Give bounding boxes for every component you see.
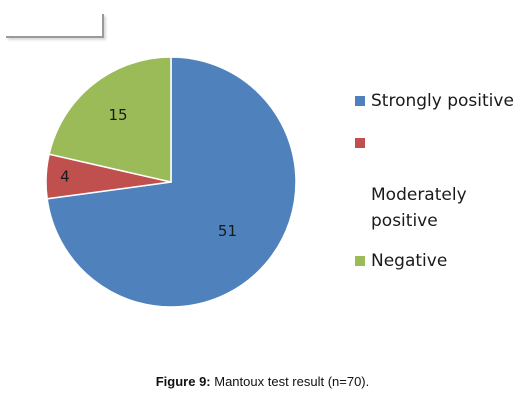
figure-caption-label: Figure 9:	[155, 374, 211, 389]
legend-swatch-strongly-positive	[355, 96, 365, 106]
legend-label-strongly-positive: Strongly positive	[371, 91, 514, 111]
pie-slice-negative	[48, 56, 172, 183]
figure-caption-text: Mantoux test result (n=70).	[210, 374, 370, 389]
chart-frame-corner	[6, 14, 104, 38]
legend-label-negative: Negative	[371, 251, 448, 271]
data-label-negative: 15	[108, 106, 127, 124]
data-label-moderately-positive: 4	[60, 168, 70, 186]
legend-item-strongly-positive: Strongly positive	[355, 88, 520, 114]
data-label-strongly-positive: 51	[218, 222, 237, 240]
figure-caption: Figure 9: Mantoux test result (n=70).	[0, 374, 525, 389]
legend-label-moderately-positive: Moderately positive	[371, 185, 467, 231]
legend-swatch-negative	[355, 256, 365, 266]
legend-swatch-moderately-positive	[355, 138, 365, 148]
chart-legend: Strongly positive Moderately positive Ne…	[355, 88, 520, 274]
legend-item-moderately-positive: Moderately positive	[355, 130, 520, 234]
legend-item-negative: Negative	[355, 248, 520, 274]
